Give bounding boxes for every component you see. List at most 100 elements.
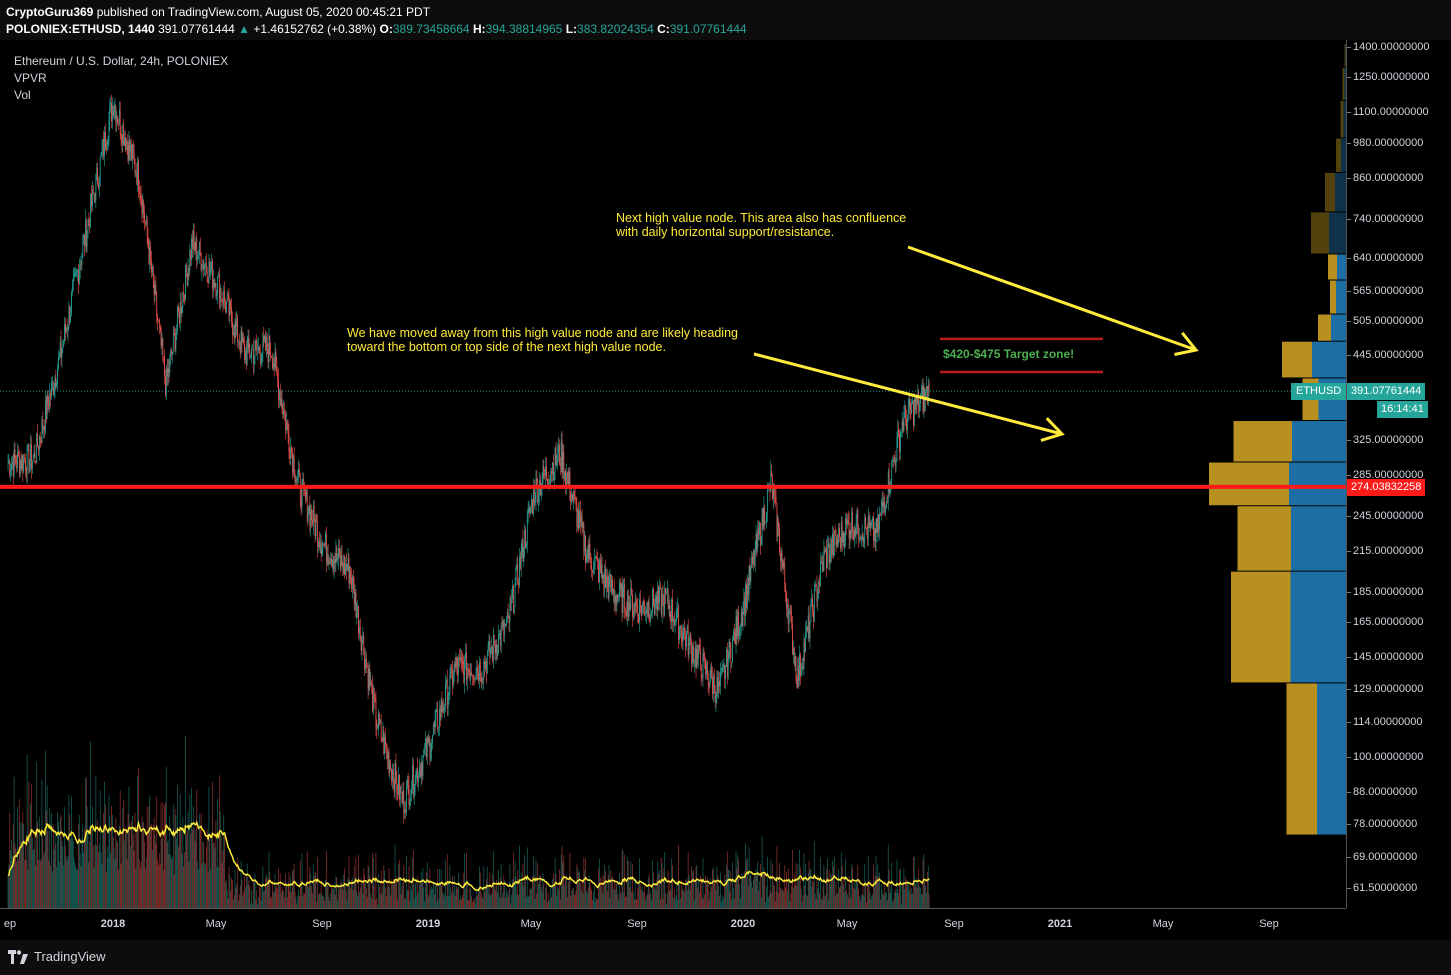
volume-bar — [579, 871, 580, 908]
candle-body — [349, 571, 351, 584]
volume-bar — [526, 896, 527, 908]
candle-body — [619, 582, 621, 590]
volume-bar — [419, 883, 421, 908]
volume-bar — [459, 899, 460, 908]
candle-body — [69, 306, 71, 322]
volume-bar — [446, 854, 448, 908]
candle-body — [833, 533, 834, 556]
candle-body — [682, 632, 684, 642]
candle-body — [325, 533, 327, 563]
candle-body — [250, 357, 252, 359]
vpvr-down-bar — [1340, 100, 1344, 138]
tradingview-logo[interactable]: TradingView — [8, 949, 106, 964]
candle-body — [501, 625, 503, 627]
candle-body — [675, 618, 677, 623]
volume-bar — [837, 892, 839, 908]
candle-body — [11, 463, 12, 471]
volume-bar — [331, 884, 332, 908]
candle-body — [806, 627, 807, 632]
candle-body — [585, 535, 586, 563]
price-tick-label: 285.00000000 — [1346, 469, 1424, 482]
candle-body — [65, 328, 67, 333]
volume-bar — [552, 879, 553, 908]
publisher-name[interactable]: CryptoGuru369 — [6, 5, 94, 19]
candle-body — [131, 144, 133, 161]
candle-body — [655, 595, 657, 604]
volume-bar — [130, 846, 132, 908]
candle-body — [91, 193, 92, 207]
volume-bar — [275, 887, 277, 908]
candle-body — [825, 548, 827, 553]
candle-body — [734, 632, 736, 645]
price-axis[interactable]: 1400.00000000 1250.00000000 1100.00000000 9… — [1346, 40, 1451, 908]
time-axis[interactable]: ep 2018 May Sep 2019 May Sep 2020 May Sep 2021 May S… — [0, 908, 1346, 940]
volume-bar — [125, 827, 126, 908]
volume-bar — [35, 865, 37, 908]
chart-pane[interactable]: Ethereum / U.S. Dollar, 24h, POLONIEX VP… — [0, 40, 1346, 908]
volume-bar — [852, 867, 853, 908]
candle-body — [295, 479, 297, 483]
volume-bar — [187, 811, 189, 908]
volume-bar — [624, 854, 626, 908]
candle-body — [506, 618, 507, 626]
candle-body — [429, 738, 431, 759]
candle-body — [676, 607, 678, 619]
volume-bar — [162, 802, 164, 908]
volume-bar — [209, 838, 211, 908]
candle-body — [99, 156, 101, 180]
candle-body — [370, 681, 372, 686]
vpvr-up-bar — [1329, 212, 1346, 254]
annotation-next-node[interactable]: Next high value node. This area also has… — [616, 211, 906, 239]
candle-body — [550, 471, 552, 480]
candle-body — [385, 736, 386, 747]
candle-body — [318, 541, 319, 547]
volume-bar — [469, 887, 471, 908]
volume-bar — [318, 894, 319, 908]
candle-body — [279, 390, 281, 405]
candle-body — [18, 455, 20, 475]
candle-body — [238, 341, 240, 346]
volume-bar — [183, 866, 185, 908]
candle-body — [857, 510, 859, 533]
volume-bar — [136, 830, 138, 908]
candle-body — [45, 400, 47, 420]
legend-vpvr[interactable]: VPVR — [14, 71, 47, 85]
volume-bar — [559, 869, 560, 908]
volume-bar — [730, 871, 732, 908]
candle-body — [478, 672, 479, 681]
volume-bar — [774, 901, 776, 908]
candle-body — [696, 649, 698, 668]
candle-body — [532, 498, 533, 514]
volume-bar — [841, 865, 843, 908]
candle-body — [437, 709, 439, 729]
candle-body — [801, 666, 803, 668]
volume-bar — [732, 862, 733, 908]
target-zone-label[interactable]: $420-$475 Target zone! — [943, 347, 1075, 361]
volume-bar — [73, 857, 75, 908]
volume-bar — [31, 837, 33, 908]
volume-bar — [225, 881, 226, 908]
legend-volume[interactable]: Vol — [14, 88, 31, 102]
candle-body — [476, 667, 478, 675]
candle-body — [239, 345, 241, 353]
volume-bar — [333, 883, 335, 908]
volume-bar — [583, 857, 585, 908]
candle-body — [672, 598, 673, 622]
volume-bar — [439, 868, 440, 908]
annotation-moved-away[interactable]: We have moved away from this high value … — [347, 326, 738, 354]
volume-bar — [451, 893, 453, 908]
volume-bar — [677, 899, 679, 908]
annotation-arrow — [907, 245, 1197, 352]
volume-bar — [234, 870, 236, 908]
volume-bar — [623, 892, 625, 908]
candle-body — [390, 763, 392, 769]
volume-bar — [23, 823, 25, 908]
high-value: 394.38814965 — [485, 22, 563, 36]
candle-body — [719, 671, 721, 687]
volume-bar — [139, 868, 141, 908]
candle-body — [275, 352, 277, 362]
volume-bar — [32, 850, 34, 908]
price-chart-canvas[interactable] — [0, 40, 1346, 908]
volume-bar — [192, 806, 194, 908]
volume-bar — [339, 883, 341, 908]
